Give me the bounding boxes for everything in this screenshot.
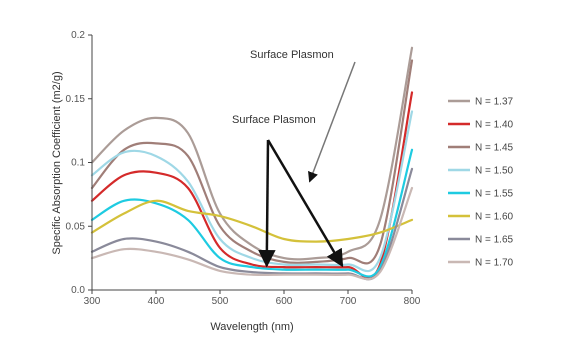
legend-label: N = 1.60 (475, 212, 514, 223)
y-tick-label: 0.0 (71, 285, 85, 296)
y-tick-label: 0.05 (66, 221, 86, 232)
x-tick-label: 300 (84, 296, 101, 307)
annotations: Surface Plasmon Surface Plasmon (232, 49, 356, 268)
legend-label: N = 1.37 (475, 97, 514, 108)
legend-label: N = 1.50 (475, 166, 514, 177)
x-tick-label: 400 (148, 296, 165, 307)
legend-label: N = 1.65 (475, 235, 514, 246)
annotation-label: Surface Plasmon (250, 49, 334, 61)
annotation-arrow (258, 139, 276, 268)
x-tick-label: 600 (276, 296, 293, 307)
plot-area (90, 46, 414, 281)
x-axis-title: Wavelength (nm) (210, 321, 293, 333)
series-line-4 (90, 110, 414, 273)
annotation-arrow (308, 61, 356, 183)
series-line-3 (90, 59, 414, 265)
x-tick-label: 500 (212, 296, 229, 307)
legend-label: N = 1.45 (475, 143, 514, 154)
legend: N = 1.37 N = 1.40 N = 1.45 N = 1.50 N = 1.55… (448, 97, 514, 269)
x-tick-label: 800 (404, 296, 421, 307)
y-tick-label: 0.1 (71, 158, 85, 169)
y-tick-label: 0.2 (71, 30, 85, 41)
annotation-label: Surface Plasmon (232, 114, 316, 126)
series-line-8 (90, 186, 414, 281)
legend-label: N = 1.55 (475, 189, 514, 200)
y-tick-label: 0.15 (66, 94, 86, 105)
annotation-arrow (266, 139, 344, 268)
legend-label: N = 1.70 (475, 258, 514, 269)
ticks: 300 400 500 600 700 800 0.0 0.05 0.1 0.15 0.2 (66, 30, 421, 307)
series-line-6 (90, 199, 414, 243)
x-tick-label: 700 (340, 296, 357, 307)
series-line-1 (90, 46, 414, 261)
y-axis-title: Specific Absorption Coefficient (m2/g) (51, 71, 63, 254)
legend-label: N = 1.40 (475, 120, 514, 131)
